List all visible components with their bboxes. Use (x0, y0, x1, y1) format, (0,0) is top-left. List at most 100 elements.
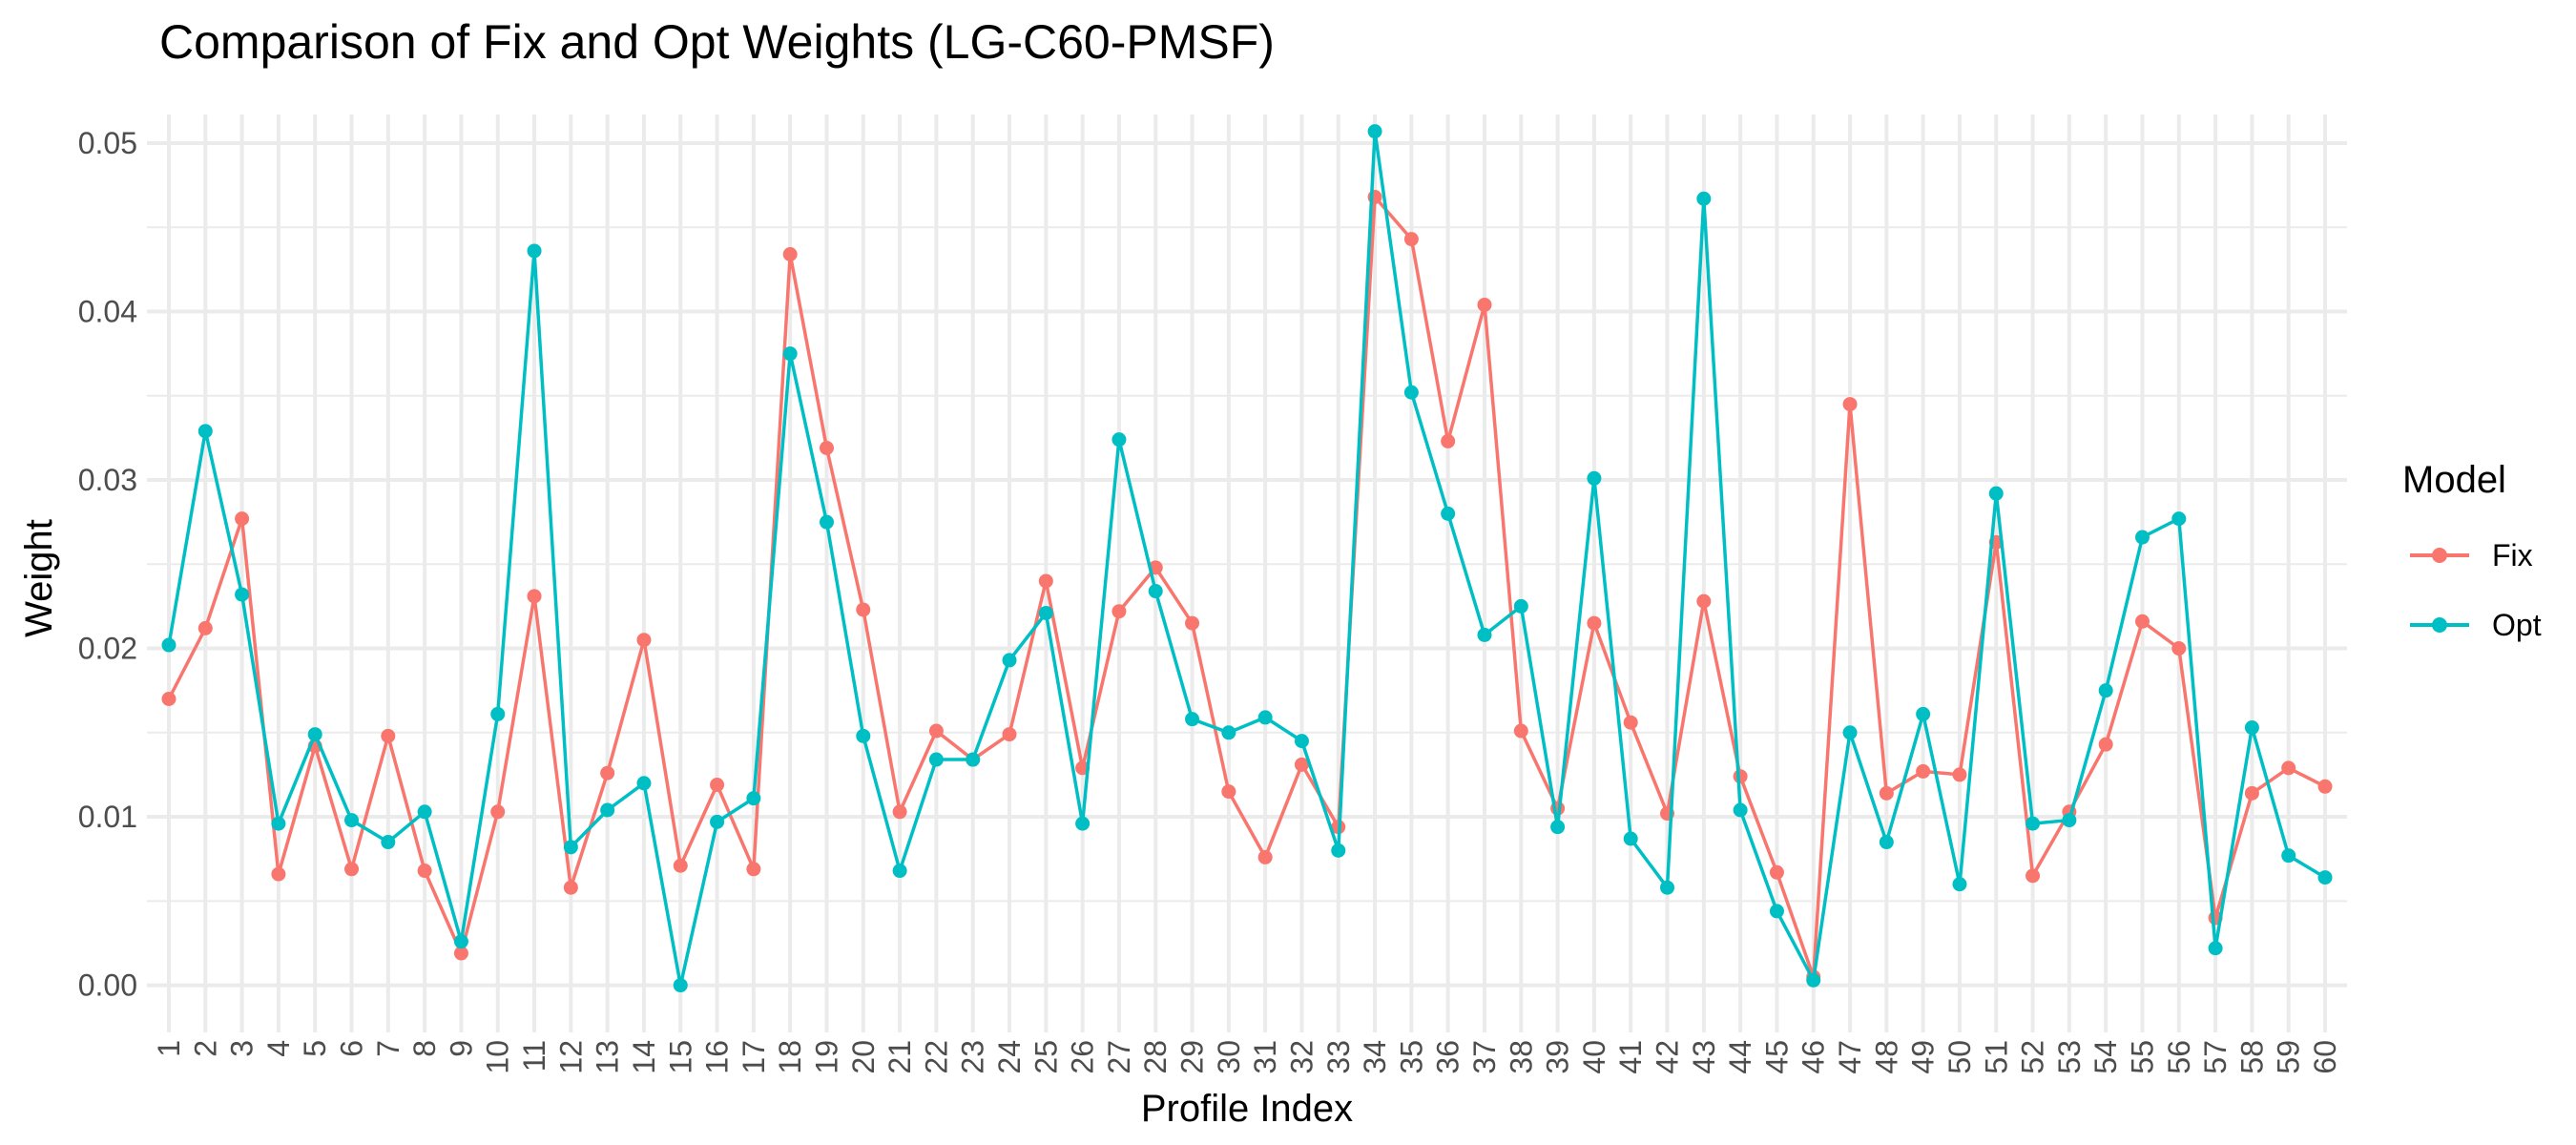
data-point-opt (344, 813, 360, 828)
x-tick-label: 26 (1066, 1040, 1100, 1074)
y-tick-label: 0.00 (78, 968, 137, 1003)
x-tick-label: 44 (1723, 1040, 1757, 1074)
x-tick-label: 5 (298, 1040, 332, 1057)
data-point-opt (1185, 712, 1200, 727)
y-axis-ticks: 0.00 0.01 0.02 0.03 0.04 0.05 (78, 126, 137, 1003)
data-point-opt (1002, 653, 1017, 668)
data-point-fix (1002, 727, 1017, 742)
data-point-opt (1513, 598, 1528, 614)
data-point-fix (746, 862, 761, 877)
data-point-fix (1477, 297, 1492, 312)
data-point-opt (2281, 848, 2296, 864)
data-point-fix (1952, 767, 1967, 782)
series-layer (161, 124, 2333, 993)
data-point-opt (1367, 124, 1382, 139)
data-point-fix (235, 511, 250, 527)
x-tick-label: 59 (2272, 1040, 2306, 1074)
data-point-fix (1185, 615, 1200, 631)
x-tick-label: 19 (809, 1040, 843, 1074)
data-point-opt (1550, 820, 1566, 835)
legend-items: Fix Opt (2410, 538, 2542, 642)
data-point-opt (1038, 605, 1053, 620)
x-tick-label: 43 (1687, 1040, 1721, 1074)
legend-key-point (2432, 617, 2447, 633)
data-point-opt (1148, 584, 1163, 599)
x-tick-label: 18 (773, 1040, 807, 1074)
legend: Model Fix Opt (2402, 459, 2542, 642)
legend-item-fix: Fix (2410, 538, 2533, 572)
x-tick-label: 20 (846, 1040, 881, 1074)
data-point-opt (1587, 470, 1602, 486)
data-point-fix (1587, 615, 1602, 631)
x-tick-label: 17 (737, 1040, 771, 1074)
data-point-opt (1075, 816, 1091, 831)
data-point-fix (1403, 232, 1419, 247)
data-point-opt (1294, 734, 1309, 749)
data-point-opt (782, 346, 798, 362)
data-point-opt (563, 840, 578, 855)
data-point-opt (928, 752, 944, 767)
data-point-opt (2098, 683, 2113, 698)
data-point-opt (2171, 511, 2187, 527)
x-tick-label: 2 (188, 1040, 222, 1057)
x-tick-label: 22 (919, 1040, 953, 1074)
data-point-opt (1842, 725, 1858, 740)
x-tick-label: 6 (335, 1040, 369, 1057)
data-point-opt (1696, 191, 1712, 206)
x-tick-label: 30 (1212, 1040, 1246, 1074)
x-tick-label: 37 (1467, 1040, 1502, 1074)
y-tick-label: 0.03 (78, 463, 137, 497)
y-axis-title: Weight (18, 519, 60, 637)
x-tick-label: 56 (2162, 1040, 2196, 1074)
data-point-opt (2062, 813, 2077, 828)
x-tick-label: 1 (152, 1040, 186, 1057)
data-point-opt (673, 978, 688, 993)
data-point-fix (636, 633, 652, 648)
x-tick-label: 40 (1577, 1040, 1611, 1074)
data-point-fix (1696, 593, 1712, 609)
data-point-fix (2025, 868, 2041, 884)
data-point-fix (344, 862, 360, 877)
x-tick-label: 27 (1102, 1040, 1136, 1074)
data-point-opt (1660, 880, 1675, 895)
data-point-fix (710, 778, 725, 793)
data-point-fix (856, 602, 871, 617)
x-tick-label: 41 (1613, 1040, 1648, 1074)
data-point-fix (1623, 715, 1638, 730)
data-point-opt (1111, 432, 1127, 448)
x-tick-label: 7 (371, 1040, 405, 1057)
data-point-fix (1294, 757, 1309, 772)
data-point-opt (2208, 941, 2223, 956)
x-tick-label: 14 (627, 1040, 661, 1074)
data-point-fix (1441, 433, 1456, 448)
data-point-opt (161, 637, 177, 653)
x-tick-label: 31 (1248, 1040, 1282, 1074)
x-tick-label: 49 (1906, 1040, 1941, 1074)
data-point-opt (819, 514, 834, 530)
data-point-opt (1879, 835, 1894, 850)
x-tick-label: 54 (2088, 1040, 2123, 1074)
data-point-fix (782, 247, 798, 262)
x-tick-label: 34 (1358, 1040, 1392, 1074)
x-tick-label: 57 (2198, 1040, 2233, 1074)
data-point-fix (490, 804, 506, 820)
x-tick-label: 33 (1321, 1040, 1356, 1074)
data-point-opt (307, 727, 322, 742)
x-tick-label: 45 (1759, 1040, 1794, 1074)
x-tick-label: 42 (1651, 1040, 1685, 1074)
data-point-fix (1733, 769, 1748, 784)
data-point-opt (527, 243, 542, 259)
series-line-fix (167, 195, 2326, 979)
x-axis-ticks: 1 2 3 4 5 6 7 8 9 10 11 12 13 14 15 16 17 18 19 20 21 22 23 24 2… (152, 1040, 2342, 1074)
x-tick-label: 51 (1979, 1040, 2013, 1074)
data-point-fix (453, 946, 468, 961)
x-tick-label: 29 (1175, 1040, 1210, 1074)
data-point-fix (527, 589, 542, 604)
data-point-fix (1257, 849, 1273, 864)
data-point-opt (2134, 530, 2150, 545)
data-point-fix (2098, 737, 2113, 752)
x-tick-label: 8 (407, 1040, 442, 1057)
data-point-opt (1769, 904, 1784, 919)
y-tick-label: 0.04 (78, 295, 137, 329)
